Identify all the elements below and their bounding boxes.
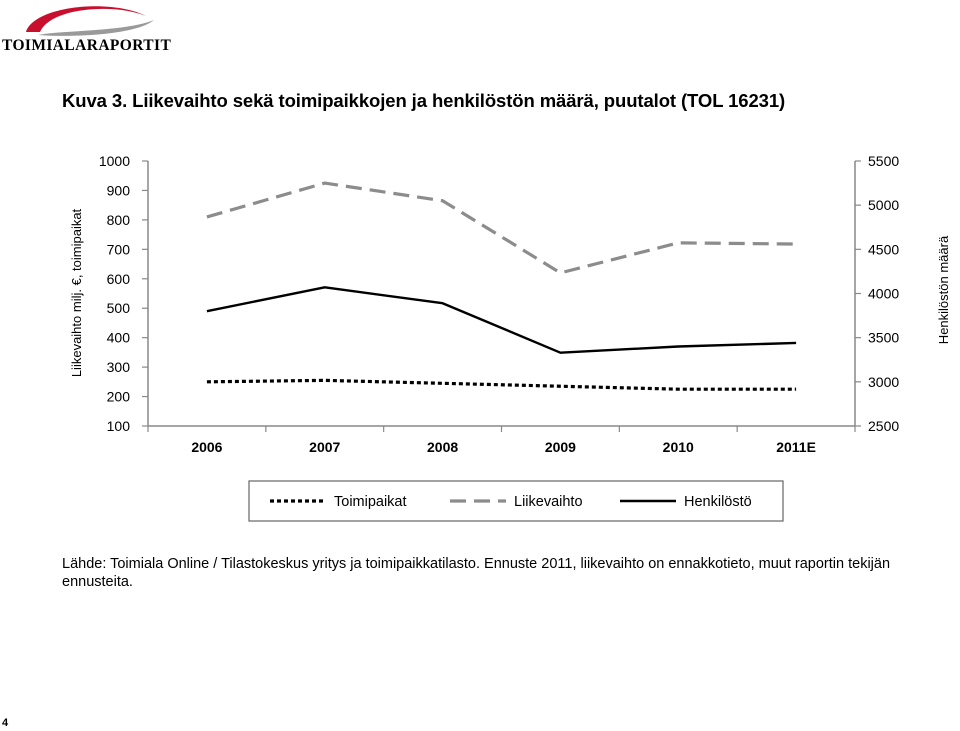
series-line-liikevaihto (206, 181, 797, 275)
y-tick-label-right: 4500 (868, 241, 899, 257)
y-axis-title-left: Liikevaihto milj. €, toimipaikat (69, 208, 84, 377)
y-tick-label-right: 3500 (868, 330, 899, 346)
logo-swoosh-icon (26, 6, 154, 36)
x-tick-label: 2007 (309, 439, 340, 455)
x-tick-label: 2008 (427, 439, 458, 455)
figure-title: Kuva 3. Liikevaihto sekä toimipaikkojen … (62, 90, 786, 111)
y-tick-label-left: 600 (107, 271, 131, 287)
series-line-henkilöstö (206, 286, 797, 354)
y-tick-label-left: 400 (107, 330, 131, 346)
y-tick-label-left: 200 (107, 389, 131, 405)
x-tick-label: 2006 (191, 439, 222, 455)
y-tick-label-right: 5500 (868, 153, 899, 169)
y-tick-label-left: 700 (107, 241, 131, 257)
x-tick-label: 2009 (545, 439, 576, 455)
y-tick-label-right: 2500 (868, 418, 899, 434)
y-tick-label-left: 100 (107, 418, 131, 434)
logo-grey-swoosh (38, 20, 154, 36)
legend-box (248, 480, 784, 522)
y-tick-label-right: 3000 (868, 374, 899, 390)
y-tick-label-left: 500 (107, 300, 131, 316)
legend-label-toimipaikat: Toimipaikat (334, 494, 407, 510)
line-chart: 1000 900 800 700 600 500 400 300 200 100 5500 5000 4… (69, 153, 951, 522)
legend-label-henkilöstö: Henkilöstö (684, 494, 752, 510)
page-number: 4 (2, 717, 9, 729)
y-tick-label-left: 300 (107, 359, 131, 375)
y-tick-label-right: 4000 (868, 286, 899, 302)
series-line-toimipaikat (206, 378, 797, 391)
source-note: Lähde: Toimiala Online / Tilastokeskus y… (62, 556, 891, 590)
logo-text: TOIMIALARAPORTIT (2, 37, 172, 54)
y-axis-title-right: Henkilöstön määrä (936, 235, 951, 344)
y-tick-label-right: 5000 (868, 197, 899, 213)
y-tick-label-left: 1000 (99, 153, 130, 169)
legend-label-liikevaihto: Liikevaihto (514, 494, 583, 510)
logo-red-swoosh (26, 6, 146, 32)
y-tick-label-left: 900 (107, 182, 131, 198)
x-tick-label: 2011E (776, 439, 816, 455)
x-tick-label: 2010 (663, 439, 694, 455)
toimialaraportit-logo: TOIMIALARAPORTIT (0, 0, 172, 60)
y-tick-label-left: 800 (107, 212, 131, 228)
